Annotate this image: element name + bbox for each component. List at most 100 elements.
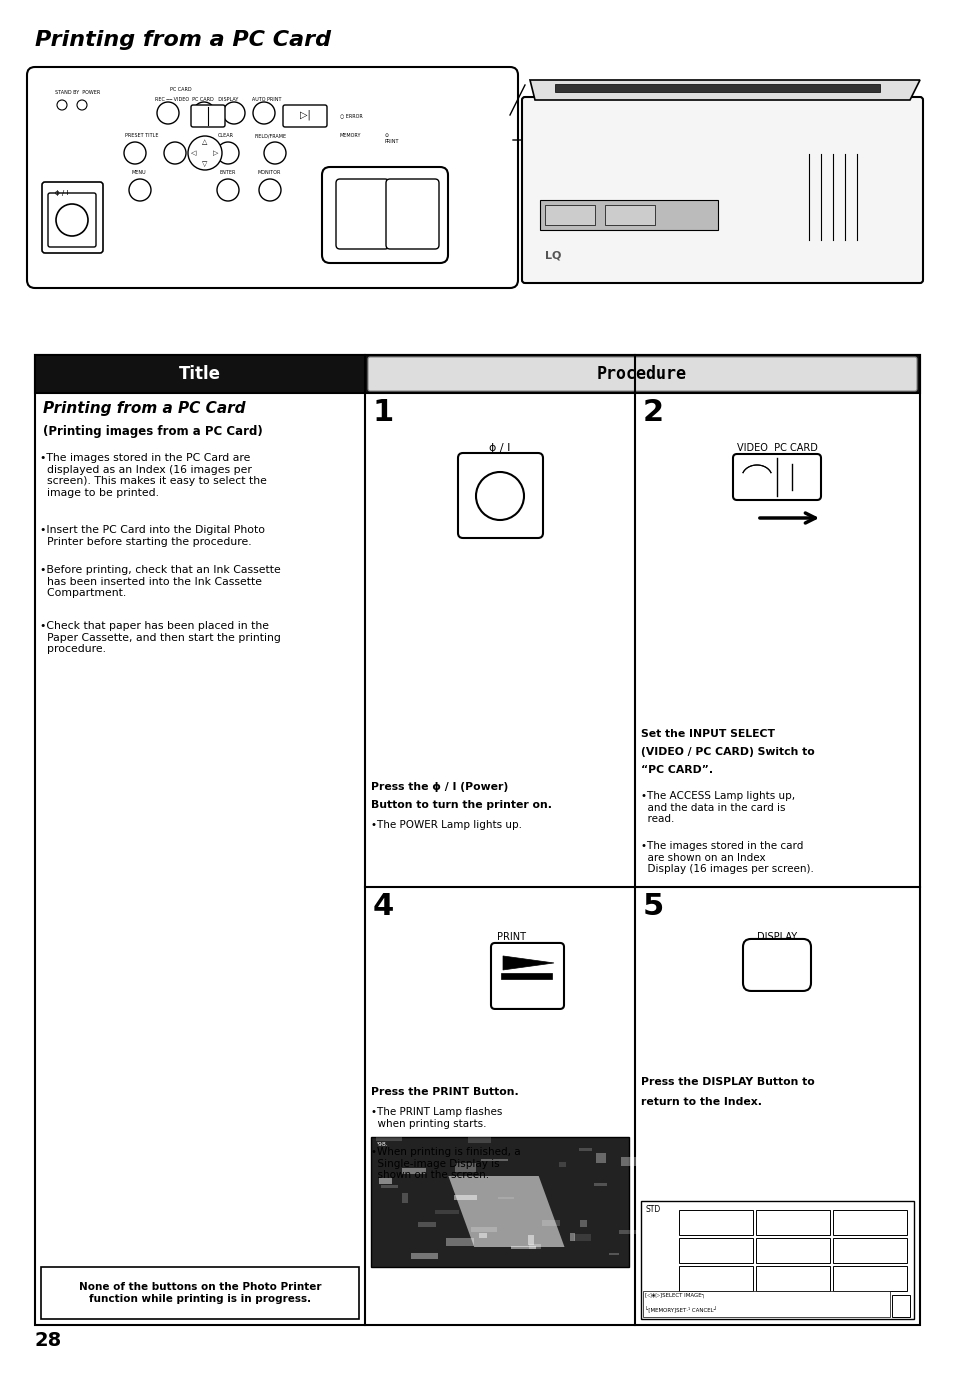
- FancyBboxPatch shape: [27, 68, 517, 288]
- Bar: [539, 200, 717, 230]
- Circle shape: [258, 179, 281, 201]
- Text: (Printing images from a PC Card): (Printing images from a PC Card): [43, 425, 262, 437]
- Text: PRESET TITLE: PRESET TITLE: [125, 132, 158, 138]
- Bar: [411, 1253, 437, 1260]
- Text: STAND BY  POWER: STAND BY POWER: [55, 90, 100, 95]
- Bar: [608, 1253, 618, 1256]
- Bar: [570, 1232, 575, 1241]
- Text: [◁◈▷]SELECT IMAGE┐: [◁◈▷]SELECT IMAGE┐: [644, 1293, 704, 1299]
- FancyBboxPatch shape: [386, 179, 438, 248]
- Bar: [497, 1196, 514, 1199]
- FancyBboxPatch shape: [457, 453, 542, 538]
- Bar: [402, 1194, 408, 1202]
- Text: •Check that paper has been placed in the
  Paper Cassette, and then start the pr: •Check that paper has been placed in the…: [40, 621, 280, 654]
- Text: •The ACCESS Lamp lights up,
  and the data in the card is
  read.: •The ACCESS Lamp lights up, and the data…: [640, 791, 794, 824]
- Bar: [832, 1238, 906, 1263]
- Bar: [445, 1238, 474, 1246]
- Text: Printing from a PC Card: Printing from a PC Card: [43, 402, 245, 415]
- Bar: [401, 1167, 425, 1174]
- Bar: [467, 1137, 491, 1144]
- Text: “PC CARD”.: “PC CARD”.: [640, 765, 713, 776]
- Text: ⊙
PRINT: ⊙ PRINT: [385, 132, 399, 144]
- FancyBboxPatch shape: [742, 938, 810, 991]
- Text: 28: 28: [35, 1330, 62, 1350]
- Text: FIELD/FRAME: FIELD/FRAME: [254, 132, 287, 138]
- Text: ENTER: ENTER: [220, 170, 236, 175]
- Bar: [35, 355, 919, 1325]
- FancyBboxPatch shape: [283, 105, 327, 127]
- Circle shape: [129, 179, 151, 201]
- Bar: [35, 355, 919, 393]
- Bar: [755, 1210, 829, 1235]
- Text: 2: 2: [642, 397, 663, 426]
- Bar: [471, 1227, 497, 1232]
- Bar: [596, 1154, 605, 1162]
- Text: •The images stored in the card
  are shown on an Index
  Display (16 images per : •The images stored in the card are shown…: [640, 840, 813, 874]
- Text: Press the PRINT Button.: Press the PRINT Button.: [371, 1087, 518, 1097]
- Circle shape: [476, 472, 523, 520]
- Text: ϕ / I: ϕ / I: [489, 443, 510, 453]
- Text: Set the INPUT SELECT: Set the INPUT SELECT: [640, 729, 774, 738]
- Circle shape: [223, 102, 245, 124]
- Circle shape: [216, 142, 239, 164]
- FancyBboxPatch shape: [368, 357, 916, 391]
- Bar: [371, 1137, 628, 1267]
- Circle shape: [56, 204, 88, 236]
- Bar: [455, 1163, 476, 1172]
- Text: •The POWER Lamp lights up.: •The POWER Lamp lights up.: [371, 820, 521, 829]
- Bar: [620, 1156, 649, 1166]
- FancyBboxPatch shape: [42, 182, 103, 253]
- Circle shape: [188, 137, 222, 170]
- Text: return to the Index.: return to the Index.: [640, 1097, 761, 1107]
- Text: 1: 1: [373, 397, 394, 426]
- Text: ◁: ◁: [192, 150, 196, 156]
- Bar: [832, 1210, 906, 1235]
- Text: Press the DISPLAY Button to: Press the DISPLAY Button to: [640, 1076, 814, 1087]
- Bar: [541, 1220, 559, 1227]
- Circle shape: [124, 142, 146, 164]
- Bar: [604, 206, 655, 225]
- Text: 5: 5: [642, 891, 663, 920]
- Text: MENU: MENU: [132, 170, 147, 175]
- Bar: [755, 1265, 829, 1292]
- Circle shape: [253, 102, 274, 124]
- Text: (VIDEO / PC CARD) Switch to: (VIDEO / PC CARD) Switch to: [640, 747, 814, 758]
- Bar: [579, 1220, 586, 1227]
- Bar: [555, 84, 879, 92]
- Text: DISPLAY: DISPLAY: [756, 932, 796, 943]
- FancyBboxPatch shape: [521, 97, 923, 283]
- Bar: [527, 1235, 534, 1245]
- FancyBboxPatch shape: [191, 105, 225, 127]
- Text: •The PRINT Lamp flashes
  when printing starts.: •The PRINT Lamp flashes when printing st…: [371, 1107, 502, 1129]
- Text: Press the ϕ / I (Power): Press the ϕ / I (Power): [371, 782, 508, 792]
- Bar: [478, 1234, 486, 1238]
- Text: Procedure: Procedure: [597, 364, 686, 384]
- FancyBboxPatch shape: [335, 179, 389, 248]
- Bar: [573, 1234, 591, 1241]
- Text: └[MEMORY]SET·¹ CANCEL┘: └[MEMORY]SET·¹ CANCEL┘: [644, 1307, 716, 1314]
- Bar: [41, 1267, 358, 1319]
- Bar: [558, 1162, 565, 1166]
- Bar: [832, 1265, 906, 1292]
- Text: CLEAR: CLEAR: [218, 132, 233, 138]
- FancyBboxPatch shape: [322, 167, 448, 264]
- Bar: [618, 1230, 636, 1234]
- Circle shape: [193, 102, 214, 124]
- Bar: [378, 1179, 392, 1184]
- Circle shape: [57, 99, 67, 110]
- Circle shape: [216, 179, 239, 201]
- Text: ▷: ▷: [213, 150, 218, 156]
- Text: •Insert the PC Card into the Digital Photo
  Printer before starting the procedu: •Insert the PC Card into the Digital Pho…: [40, 524, 265, 546]
- Polygon shape: [448, 1176, 564, 1248]
- Text: '98.: '98.: [375, 1143, 387, 1147]
- Bar: [375, 1137, 402, 1141]
- Bar: [380, 1185, 397, 1188]
- Bar: [500, 973, 552, 978]
- Bar: [679, 1265, 752, 1292]
- Circle shape: [157, 102, 179, 124]
- Bar: [755, 1238, 829, 1263]
- Text: Button to turn the printer on.: Button to turn the printer on.: [371, 800, 552, 810]
- Text: 4: 4: [373, 891, 394, 920]
- Text: •Before printing, check that an Ink Cassette
  has been inserted into the Ink Ca: •Before printing, check that an Ink Cass…: [40, 564, 280, 598]
- Bar: [454, 1195, 476, 1199]
